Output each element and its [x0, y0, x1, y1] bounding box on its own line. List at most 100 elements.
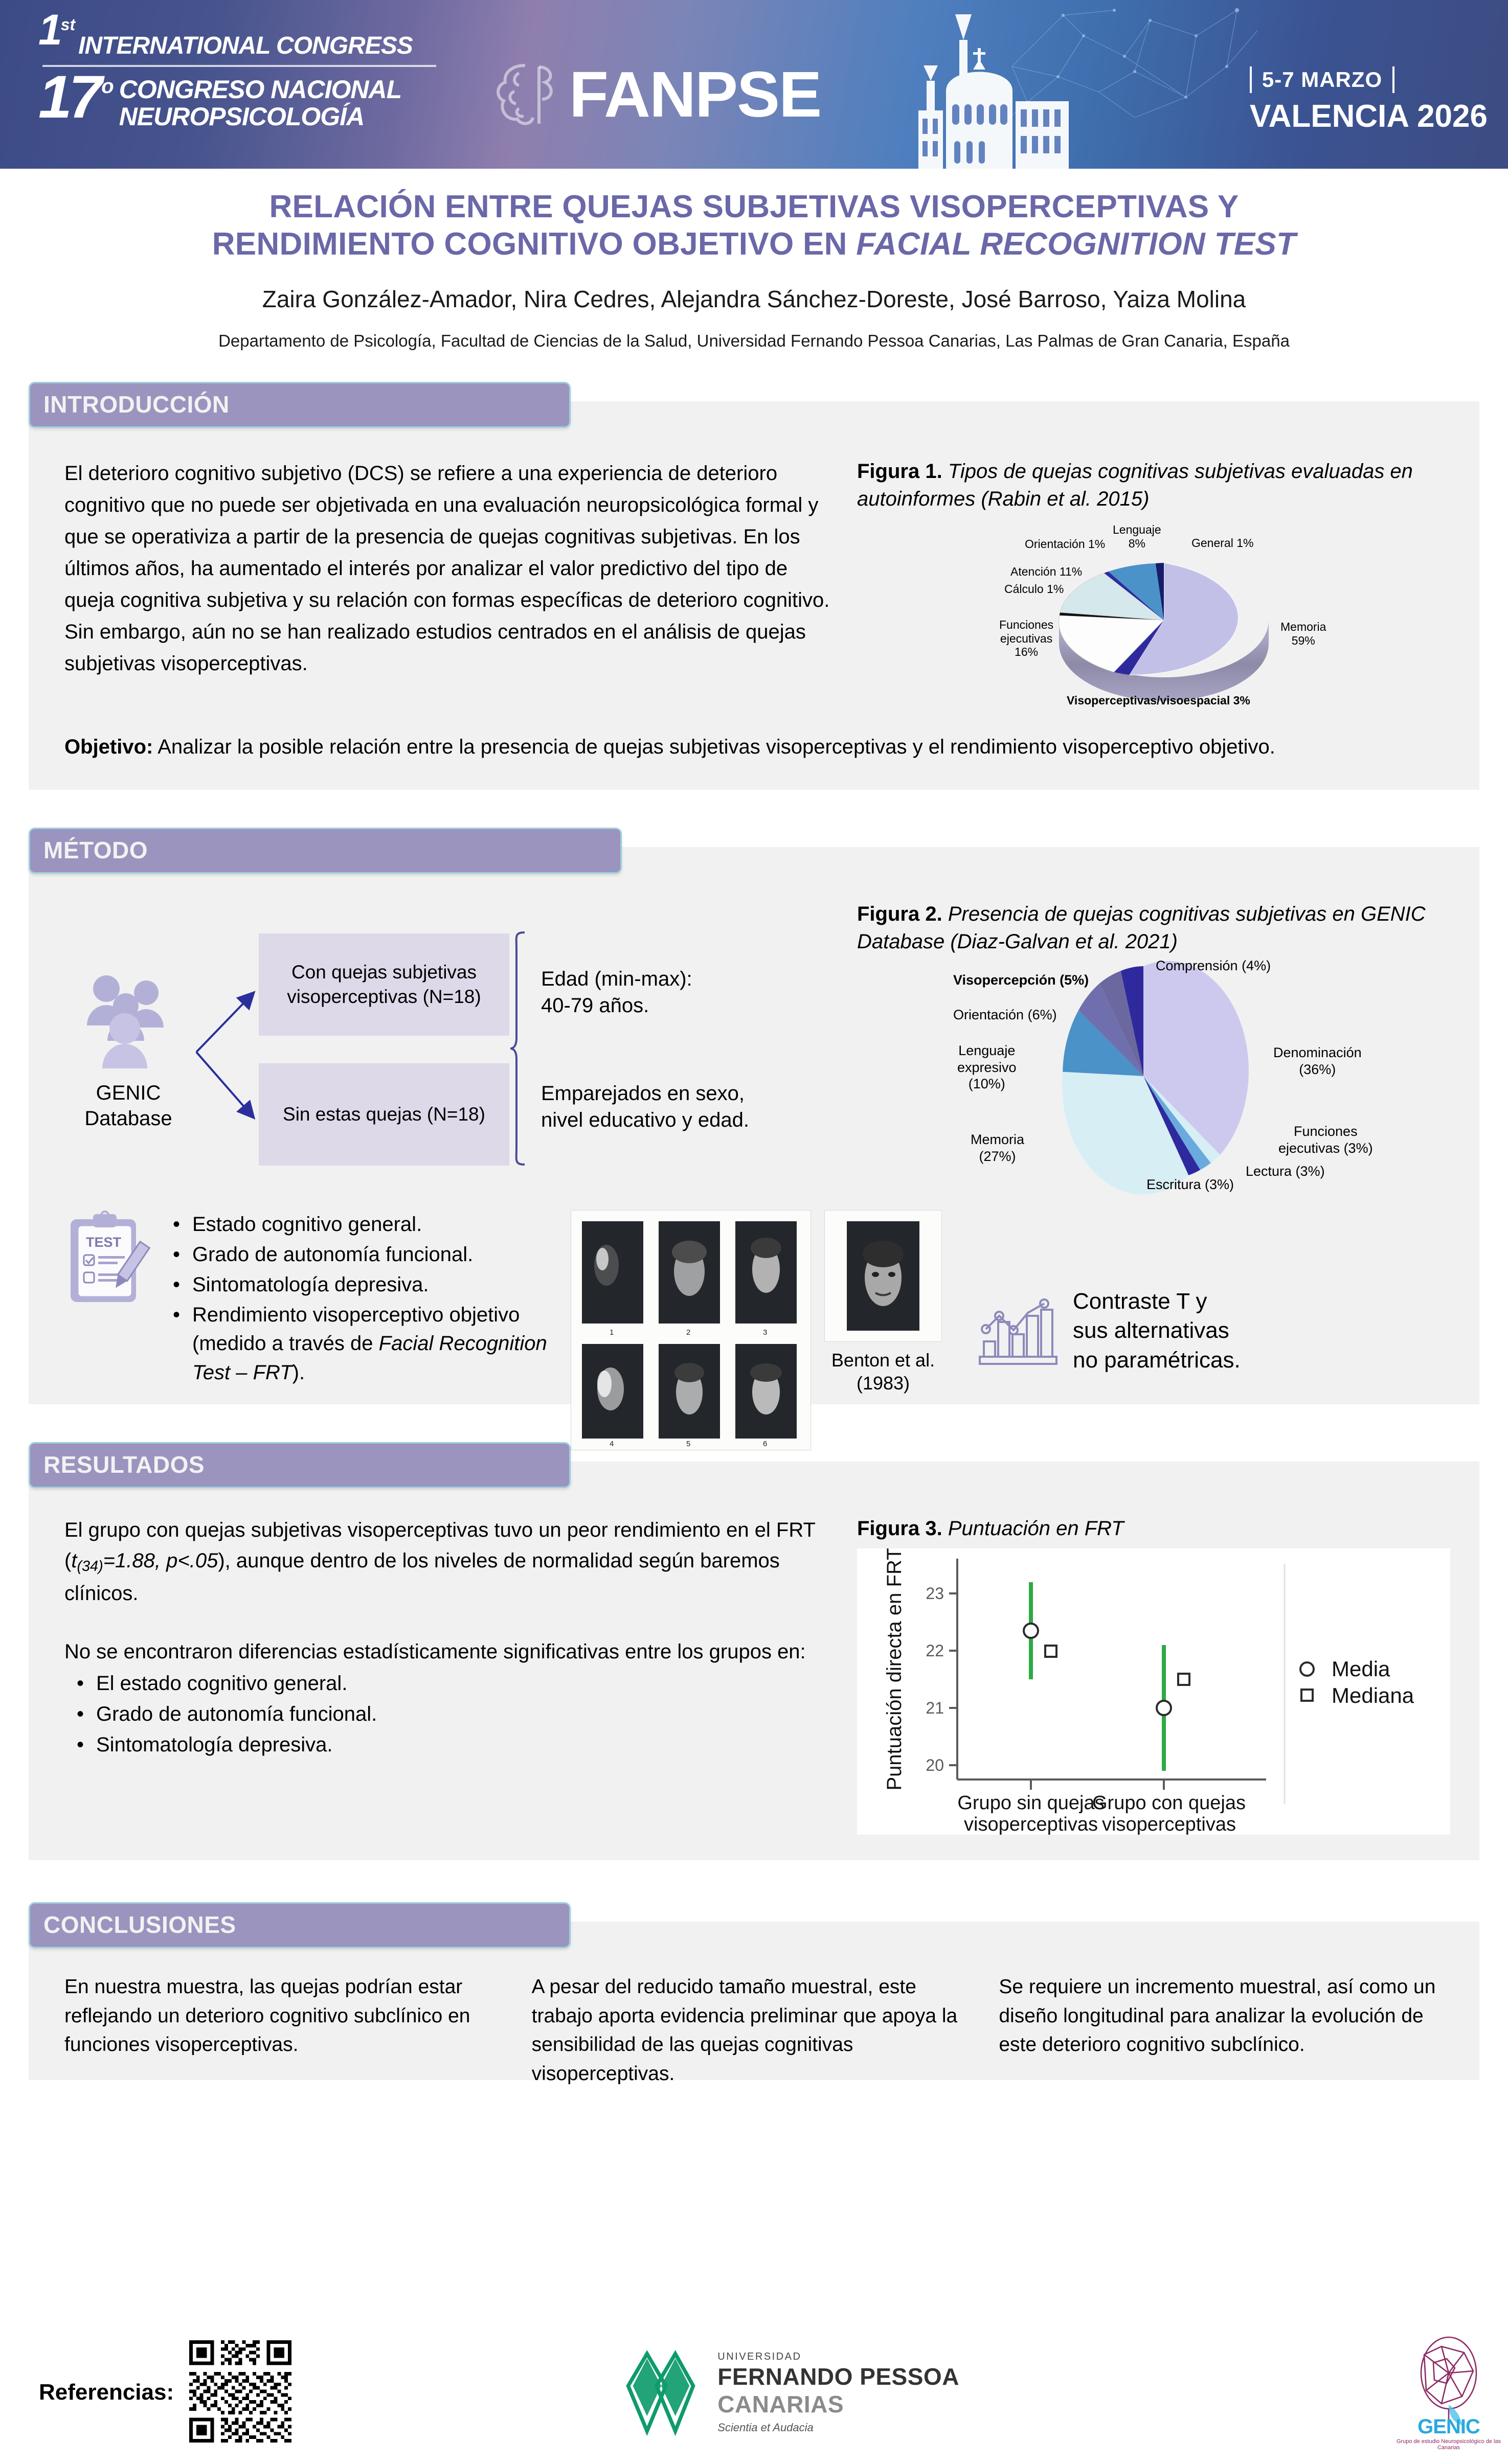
- figure-3-caption-text: Puntuación en FRT: [942, 1517, 1124, 1540]
- page-title: RELACIÓN ENTRE QUEJAS SUBJETIVAS VISOPER…: [128, 188, 1380, 263]
- genic-label-line1: GENIC: [96, 1081, 161, 1104]
- frt-number-6: 6: [763, 1440, 767, 1448]
- university-name-a: FERNANDO PESSOA: [717, 2363, 959, 2390]
- author-list: Zaira González-Amador, Nira Cedres, Alej…: [262, 286, 1246, 313]
- statistics-chart-icon: [979, 1298, 1057, 1365]
- xtick-group-2-line1: Grupo con quejas: [1092, 1792, 1246, 1814]
- section-banner-conclusiones: CONCLUSIONES: [29, 1902, 571, 1949]
- figure-2-caption-text: Presencia de quejas cognitivas subjetiva…: [857, 903, 1426, 953]
- section-title-conclusiones: CONCLUSIONES: [43, 1911, 236, 1938]
- stats-line-3: no paramétricas.: [1073, 1347, 1241, 1373]
- legend-label-media: Media: [1332, 1657, 1390, 1681]
- results-p1-sub: (34): [77, 1558, 103, 1575]
- genic-label-line2: Database: [84, 1107, 172, 1130]
- stats-line-2: sus alternativas: [1073, 1318, 1229, 1343]
- ordinal-17-suffix: o: [101, 75, 114, 98]
- svg-text:TEST: TEST: [86, 1235, 122, 1250]
- pie1-label-funciones: Funciones ejecutivas 16%: [999, 618, 1054, 659]
- title-line-2-italic: FACIAL RECOGNITION TEST: [856, 226, 1296, 262]
- pie1-label-orientacion: Orientación 1%: [1025, 537, 1106, 551]
- international-congress-text: INTERNATIONAL CONGRESS: [78, 32, 413, 59]
- participants-group: GENIC Database: [64, 968, 192, 1131]
- pie2-label-orientacion: Orientación (6%): [953, 1007, 1057, 1023]
- statistics-note: Contraste T y sus alternativas no paramé…: [973, 1287, 1241, 1375]
- figure-3-caption-label: Figura 3.: [857, 1517, 942, 1540]
- pie2-label-funciones-ejecutivas: Funciones ejecutivas (3%): [1278, 1124, 1373, 1156]
- congress-city-year: VALENCIA 2026: [1249, 99, 1488, 134]
- measure-4-tail: ).: [292, 1361, 305, 1384]
- section-title-metodo: MÉTODO: [43, 837, 148, 864]
- neuropsicologia-text: NEUROPSICOLOGÍA: [119, 102, 365, 131]
- pie1-label-calculo: Cálculo 1%: [1004, 582, 1064, 596]
- introduction-section: INTRODUCCIÓN El deterioro cognitivo subj…: [29, 382, 1479, 790]
- list-item: Sintomatología depresiva.: [170, 1270, 566, 1299]
- objective-body: Analizar la posible relación entre la pr…: [153, 736, 1275, 759]
- study-flow-diagram: GENIC Database Con quejas subjetivas vis…: [29, 900, 857, 1199]
- references-label: Referencias:: [39, 2380, 174, 2405]
- benton-citation-line1: Benton et al.: [831, 1350, 935, 1371]
- qr-code-icon[interactable]: [189, 2340, 292, 2443]
- benton-citation: Benton et al. (1983): [824, 1349, 942, 1395]
- valencia-building-illustration: [918, 14, 1069, 169]
- list-item: Sintomatología depresiva.: [64, 1729, 837, 1760]
- pie2-label-lectura: Lectura (3%): [1246, 1163, 1325, 1179]
- title-line-1: RELACIÓN ENTRE QUEJAS SUBJETIVAS VISOPER…: [269, 189, 1239, 224]
- test-clipboard: TEST: [64, 1210, 156, 1310]
- fanpse-logo: FANPSE: [488, 56, 822, 133]
- conclusions-section: CONCLUSIONES En nuestra muestra, las que…: [29, 1902, 1479, 2085]
- affiliation: Departamento de Psicología, Facultad de …: [218, 331, 1290, 351]
- pie1-label-memoria: Memoria 59%: [1280, 620, 1326, 647]
- ordinal-1-suffix: st: [60, 15, 76, 34]
- conclusion-item-1: En nuestra muestra, las quejas podrían e…: [64, 1976, 470, 2056]
- pie-chart-2: [1062, 961, 1249, 1195]
- figure-2-caption-label: Figura 2.: [857, 903, 942, 926]
- median-marker-group-1: [1044, 1645, 1057, 1658]
- age-range: Edad (min-max): 40-79 años.: [541, 966, 749, 1019]
- references-qr-code[interactable]: [189, 2340, 292, 2445]
- university-name: FERNANDO PESSOA CANARIAS: [717, 2363, 1062, 2418]
- list-item: Rendimiento visoperceptivo objetivo (med…: [170, 1301, 566, 1387]
- pie1-label-lenguaje: Lenguaje 8%: [1113, 523, 1161, 550]
- figure-2-caption: Figura 2. Presencia de quejas cognitivas…: [857, 900, 1455, 955]
- results-p1-t: t: [71, 1549, 77, 1572]
- genic-database-label: GENIC Database: [64, 1080, 192, 1131]
- banner-divider: [42, 65, 436, 67]
- pie2-label-denominacion: Denominación (36%): [1273, 1045, 1362, 1077]
- results-body: El grupo con quejas subjetivas visoperce…: [29, 1515, 857, 1835]
- list-item: Grado de autonomía funcional.: [170, 1240, 566, 1269]
- list-item: El estado cognitivo general.: [64, 1668, 837, 1699]
- legend-median-icon: [1300, 1689, 1314, 1702]
- results-p1-stat: =1.88, p<.05: [103, 1549, 218, 1572]
- measure-4-italic: Facial Recognition Test – FRT: [192, 1332, 547, 1384]
- age-range-line1: Edad (min-max):: [541, 968, 692, 991]
- list-item: Grado de autonomía funcional.: [64, 1699, 837, 1729]
- results-bullets: El estado cognitivo general. Grado de au…: [64, 1668, 837, 1760]
- median-marker-group-2: [1177, 1673, 1190, 1686]
- figure-3-caption: Figura 3. Puntuación en FRT: [857, 1515, 1455, 1542]
- section-title-introduccion: INTRODUCCIÓN: [43, 391, 230, 418]
- people-icon: [87, 975, 164, 1068]
- matching-line1: Emparejados en sexo,: [541, 1082, 745, 1105]
- university-small-text: UNIVERSIDAD: [717, 2351, 802, 2362]
- ytick-20: 20: [926, 1756, 944, 1774]
- university-name-b: CANARIAS: [717, 2390, 844, 2417]
- figure-3-ylabel: Puntuación directa en FRT: [883, 1548, 906, 1791]
- age-range-line2: 40-79 años.: [541, 994, 649, 1017]
- curly-brace-icon: [510, 931, 525, 1166]
- pie1-label-visoperceptivas: Visoperceptivas/visoespacial 3%: [1067, 694, 1250, 708]
- split-arrows-icon: [195, 991, 256, 1120]
- pie2-label-memoria: Memoria (27%): [971, 1132, 1025, 1164]
- objective-line: Objetivo: Analizar la posible relación e…: [29, 712, 1479, 762]
- pie2-label-escritura: Escritura (3%): [1146, 1177, 1234, 1193]
- brain-icon: [497, 64, 553, 125]
- figure-1-plot: Lenguaje 8% Orientación 1% General 1% Ate…: [857, 518, 1450, 712]
- measure-4-plain: Rendimiento visoperceptivo objetivo (med…: [192, 1303, 520, 1355]
- mean-marker-group-2: [1156, 1700, 1172, 1717]
- figure-1-caption: Figura 1. Tipos de quejas cognitivas sub…: [857, 458, 1455, 513]
- title-line-2-plain: RENDIMIENTO COGNITIVO OBJETIVO EN: [212, 226, 857, 262]
- ytick-22: 22: [926, 1641, 944, 1660]
- introduction-body: El deterioro cognitivo subjetivo (DCS) s…: [64, 462, 830, 675]
- benton-target-plate: Benton et al. (1983): [824, 1210, 942, 1395]
- objective-label: Objetivo:: [64, 736, 153, 759]
- conclusion-item-2: A pesar del reducido tamaño muestral, es…: [531, 1976, 958, 2085]
